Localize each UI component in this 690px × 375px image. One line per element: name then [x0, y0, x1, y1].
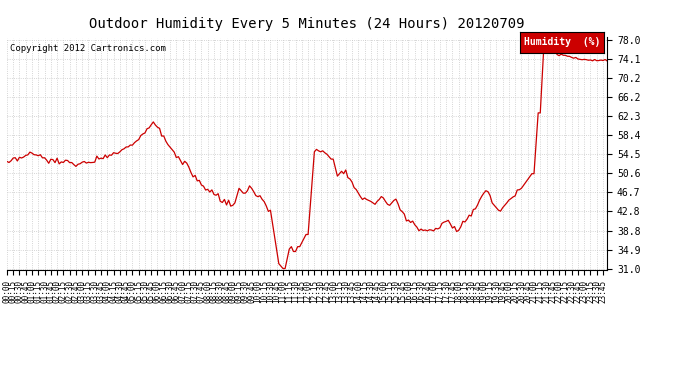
- Text: Copyright 2012 Cartronics.com: Copyright 2012 Cartronics.com: [10, 45, 166, 54]
- Title: Outdoor Humidity Every 5 Minutes (24 Hours) 20120709: Outdoor Humidity Every 5 Minutes (24 Hou…: [89, 16, 525, 30]
